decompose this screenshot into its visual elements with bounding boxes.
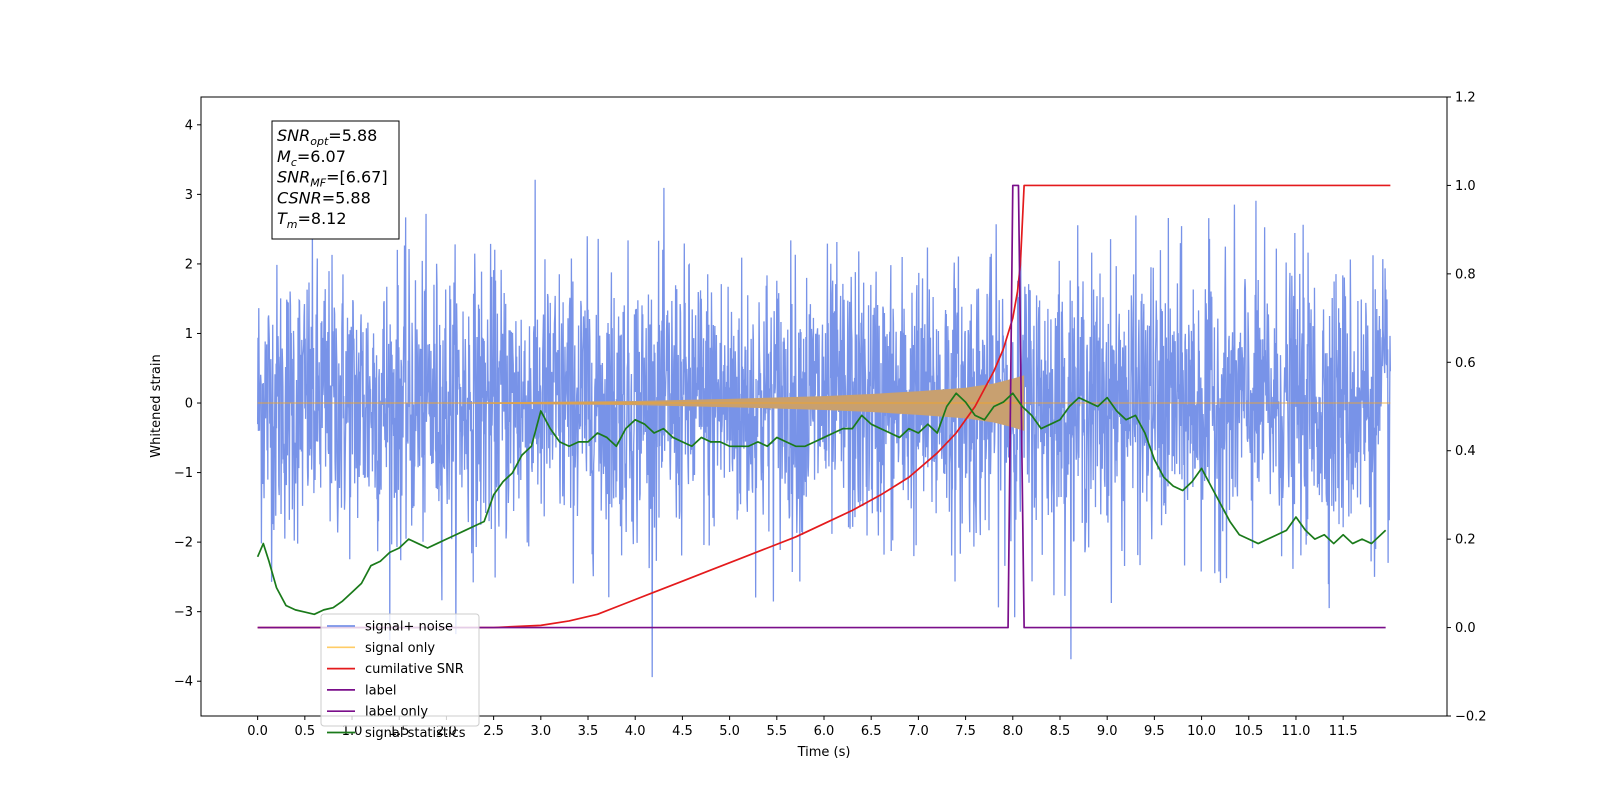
x-tick-label: 11.5 [1329,724,1358,739]
y2-tick-label: 0.0 [1455,621,1476,636]
legend-entry: label only [365,705,428,720]
legend-frame [320,613,480,727]
y-axis-right: −0.2 0.0 0.2 0.4 0.6 0.8 1.0 1.2 [1447,91,1487,725]
annotation-line: SNRMF=[6.67] [277,168,388,190]
y2-tick-label: 1.0 [1455,179,1476,194]
x-tick-label: 10.0 [1187,724,1216,739]
y-tick-label: −1 [174,466,193,481]
noise-series [256,179,1392,678]
annotation-line: Tm=8.12 [277,209,347,231]
y2-tick-label: 0.6 [1455,356,1476,371]
y-tick-label: 2 [185,257,193,272]
x-tick-label: 0.5 [294,724,315,739]
x-tick-label: 5.5 [766,724,787,739]
legend-entry: signal+ noise [365,620,453,635]
x-tick-label: 4.5 [672,724,693,739]
signal-series [257,375,1391,431]
x-tick-label: 5.0 [719,724,740,739]
x-tick-label: 0.0 [247,724,268,739]
y-tick-label: 4 [185,118,193,133]
annotation-frame [271,120,400,240]
x-tick-label: 1.0 [342,724,363,739]
x-tick-label: 4.0 [625,724,646,739]
y2-tick-label: 0.8 [1455,267,1476,282]
series-line-label [257,184,1386,629]
y-tick-label: 1 [185,327,193,342]
x-tick-label: 6.5 [861,724,882,739]
right-axis-series [256,184,1391,629]
series-line-signal-noise [256,179,1392,678]
x-axis-label: Time (s) [797,745,851,760]
y2-tick-label: −0.2 [1455,710,1487,725]
annotation-line: SNRopt=5.88 [277,126,377,148]
x-tick-label: 1.5 [389,724,410,739]
x-tick-label: 3.5 [578,724,599,739]
legend-entry: signal only [365,641,435,656]
series-line-signal-statistics [256,392,1387,616]
x-tick-label: 6.0 [814,724,835,739]
x-axis: 0.0 0.5 1.0 1.5 2.0 2.5 3.0 3.5 4.0 4.5 5.0 5.5 6.0 6… [247,716,1358,739]
annotation-line: Mc=6.07 [277,147,346,169]
y-tick-label: −3 [174,605,193,620]
x-tick-label: 8.5 [1050,724,1071,739]
plot-area [256,179,1392,678]
x-tick-label: 9.0 [1097,724,1118,739]
x-tick-label: 8.0 [1002,724,1023,739]
y2-tick-label: 0.2 [1455,533,1476,548]
y-axis-label: Whitened strain [149,354,164,457]
y-axis-left: −4 −3 −2 −1 0 1 2 3 4 [174,118,201,690]
x-tick-label: 3.0 [530,724,551,739]
x-tick-label: 2.0 [436,724,457,739]
y-tick-label: −2 [174,536,193,551]
x-tick-label: 7.5 [955,724,976,739]
y-tick-label: 0 [185,397,193,412]
x-tick-label: 10.5 [1234,724,1263,739]
y2-tick-label: 0.4 [1455,444,1476,459]
x-tick-label: 9.5 [1144,724,1165,739]
legend-entry: signal statistics [365,726,466,741]
legend: signal+ noise signal only cumilative SNR la… [320,613,480,741]
x-tick-label: 7.0 [908,724,929,739]
y-tick-label: 3 [185,188,193,203]
y2-tick-label: 1.2 [1455,91,1476,106]
y-tick-label: −4 [174,675,193,690]
x-tick-label: 11.0 [1281,724,1310,739]
x-tick-label: 2.5 [483,724,504,739]
legend-entry: cumilative SNR [365,662,464,677]
annotation-line: CSNR=5.88 [277,188,371,207]
legend-entry: label [365,683,396,698]
